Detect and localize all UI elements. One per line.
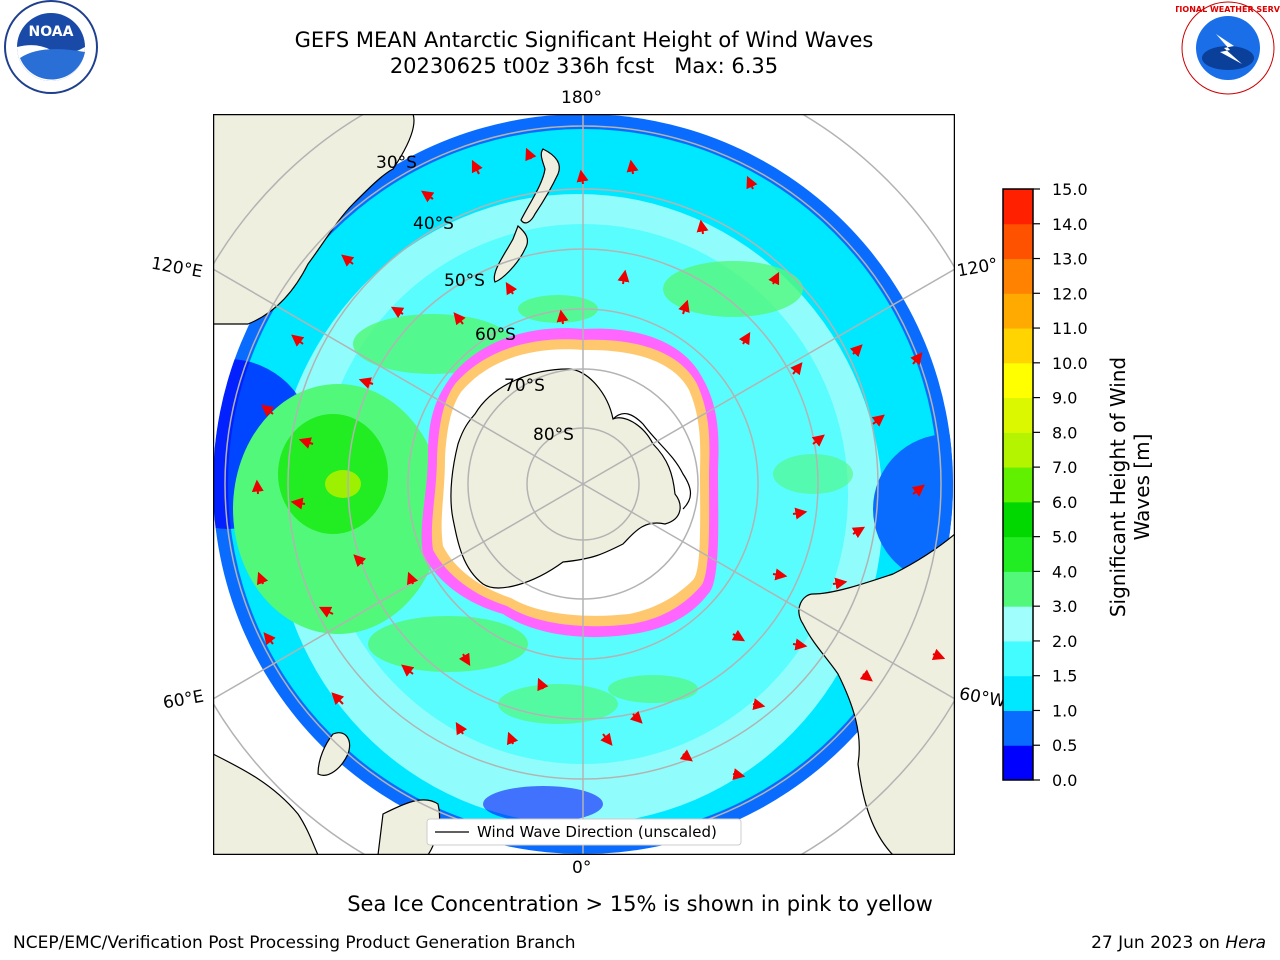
colorbar-tick-label: 7.0: [1052, 458, 1077, 477]
chart-title: GEFS MEAN Antarctic Significant Height o…: [294, 28, 874, 52]
colorbar-tick-label: 15.0: [1052, 180, 1088, 199]
colorbar-tick-label: 1.0: [1052, 701, 1077, 720]
colorbar-band: [1003, 223, 1033, 260]
wind-wave-arrows: [251, 147, 946, 781]
colorbar-band: [1003, 745, 1033, 781]
noaa-logo-text: NOAA: [29, 24, 74, 40]
lat-label-60s: 60°S: [475, 325, 516, 345]
legend-label: Wind Wave Direction (unscaled): [477, 823, 717, 841]
colorbar-label-line2: Waves [m]: [1130, 433, 1154, 541]
colorbar-band: [1003, 606, 1033, 642]
colorbar-label-line1: Significant Height of Wind: [1106, 356, 1130, 618]
lon-label-180: 180°: [561, 88, 602, 108]
colorbar-tick-label: 1.5: [1052, 667, 1077, 686]
noaa-logo: NOAA: [4, 0, 98, 94]
colorbar-band: [1003, 432, 1033, 468]
new-zealand-landmass: [520, 148, 560, 224]
graticule: [213, 114, 955, 855]
colorbar-tick-label: 8.0: [1052, 423, 1077, 442]
colorbar-band: [1003, 571, 1033, 607]
colorbar-tick-label: 0.0: [1052, 771, 1077, 790]
lon-label-60e: 60°E: [161, 686, 206, 714]
nws-logo: NATIONAL WEATHER SERVICE: [1176, 1, 1280, 95]
lat-label-80s: 80°S: [533, 425, 574, 445]
colorbar-tick-label: 6.0: [1052, 493, 1077, 512]
colorbar-tick-label: 0.5: [1052, 736, 1077, 755]
australia-landmass: [213, 114, 415, 325]
colorbar-tick-label: 5.0: [1052, 528, 1077, 547]
antarctica-landmass: [450, 368, 681, 589]
colorbar-band: [1003, 675, 1033, 711]
colorbar-tick-label: 4.0: [1052, 562, 1077, 581]
colorbar-tick-label: 12.0: [1052, 284, 1088, 303]
lon-label-0: 0°: [572, 858, 592, 878]
colorbar-tick-label: 3.0: [1052, 597, 1077, 616]
colorbar-tick-label: 11.0: [1052, 319, 1088, 338]
lon-label-120e: 120°E: [149, 253, 205, 283]
colorbar-band: [1003, 293, 1033, 329]
polar-map: Wind Wave Direction (unscaled) 30°S 40°S…: [213, 114, 955, 855]
lat-label-40s: 40°S: [413, 214, 454, 234]
colorbar-label: Significant Height of Wind Waves [m]: [1106, 277, 1154, 697]
colorbar-tick-label: 13.0: [1052, 250, 1088, 269]
date-stamp: 27 Jun 2023 on Hera: [1091, 933, 1266, 953]
date-text: 27 Jun 2023 on: [1091, 933, 1226, 953]
colorbar-band: [1003, 536, 1033, 572]
colorbar-band: [1003, 328, 1033, 364]
colorbar-tick-label: 10.0: [1052, 354, 1088, 373]
colorbar-band: [1003, 710, 1033, 746]
host-text: Hera: [1225, 933, 1266, 953]
lat-label-50s: 50°S: [444, 271, 485, 291]
lat-label-30s: 30°S: [376, 153, 417, 173]
credit-text: NCEP/EMC/Verification Post Processing Pr…: [13, 933, 576, 953]
colorbar-band: [1003, 640, 1033, 677]
colorbar-band: [1003, 397, 1033, 433]
africa-landmass: [213, 753, 319, 855]
colorbar-band: [1003, 189, 1033, 225]
colorbar-tick-label: 2.0: [1052, 632, 1077, 651]
chart-subtitle: 20230625 t00z 336h fcst Max: 6.35: [389, 54, 779, 78]
madagascar-landmass: [317, 732, 351, 776]
lat-label-70s: 70°S: [504, 376, 545, 396]
lon-label-120w: 120°: [955, 254, 1000, 282]
colorbar-band: [1003, 362, 1033, 399]
nws-logo-text: NATIONAL WEATHER SERVICE: [1176, 5, 1280, 14]
colorbar-tick-label: 14.0: [1052, 215, 1088, 234]
colorbar: 0.0 0.5 1.0 1.5 2.0 3.0 4.0 5.0 6.0 7.0 8.0 9.0 10.0…: [1002, 180, 1088, 790]
map-legend: Wind Wave Direction (unscaled): [426, 818, 742, 846]
colorbar-band: [1003, 501, 1033, 538]
sea-ice-note: Sea Ice Concentration > 15% is shown in …: [347, 892, 933, 916]
colorbar-tick-label: 9.0: [1052, 389, 1077, 408]
colorbar-band: [1003, 467, 1033, 503]
colorbar-band: [1003, 258, 1033, 294]
